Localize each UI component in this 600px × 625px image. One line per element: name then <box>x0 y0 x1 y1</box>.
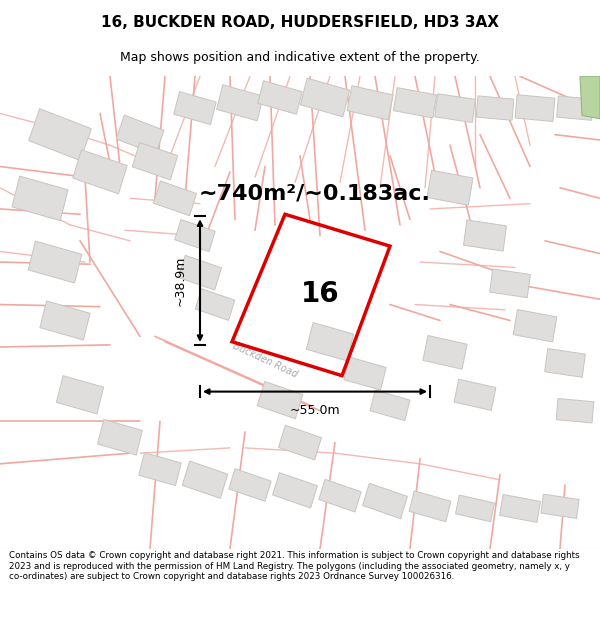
Polygon shape <box>182 461 228 498</box>
Text: Contains OS data © Crown copyright and database right 2021. This information is : Contains OS data © Crown copyright and d… <box>9 551 580 581</box>
Polygon shape <box>301 78 350 117</box>
Polygon shape <box>500 494 541 522</box>
Polygon shape <box>132 142 178 180</box>
Polygon shape <box>98 419 142 455</box>
Text: Buckden Road: Buckden Road <box>231 341 299 379</box>
Polygon shape <box>541 494 579 518</box>
Polygon shape <box>40 301 90 340</box>
Polygon shape <box>455 495 494 522</box>
Polygon shape <box>29 109 91 161</box>
Polygon shape <box>28 241 82 283</box>
Polygon shape <box>434 94 475 122</box>
Polygon shape <box>394 88 437 118</box>
Polygon shape <box>409 491 451 522</box>
Polygon shape <box>154 181 196 216</box>
Polygon shape <box>179 256 221 290</box>
Polygon shape <box>278 425 322 460</box>
Polygon shape <box>476 96 514 121</box>
Polygon shape <box>195 289 235 321</box>
Text: ~38.9m: ~38.9m <box>173 256 187 306</box>
Polygon shape <box>116 115 164 154</box>
Polygon shape <box>370 390 410 421</box>
Polygon shape <box>347 86 393 120</box>
Polygon shape <box>174 92 216 124</box>
Polygon shape <box>427 170 473 205</box>
Polygon shape <box>229 469 271 501</box>
Polygon shape <box>175 219 215 251</box>
Text: 16: 16 <box>301 280 340 308</box>
Polygon shape <box>12 176 68 221</box>
Polygon shape <box>258 81 302 114</box>
Text: ~740m²/~0.183ac.: ~740m²/~0.183ac. <box>199 183 431 203</box>
Polygon shape <box>515 95 555 121</box>
Polygon shape <box>73 150 127 194</box>
Polygon shape <box>257 381 303 419</box>
Polygon shape <box>272 472 317 508</box>
Polygon shape <box>545 349 586 378</box>
Text: ~55.0m: ~55.0m <box>290 404 340 418</box>
Polygon shape <box>217 85 263 121</box>
Text: 16, BUCKDEN ROAD, HUDDERSFIELD, HD3 3AX: 16, BUCKDEN ROAD, HUDDERSFIELD, HD3 3AX <box>101 16 499 31</box>
Polygon shape <box>513 309 557 342</box>
Polygon shape <box>557 96 593 120</box>
Polygon shape <box>580 76 600 119</box>
Polygon shape <box>454 379 496 411</box>
Polygon shape <box>56 376 104 414</box>
Polygon shape <box>307 322 353 361</box>
Polygon shape <box>362 483 407 519</box>
Text: Map shows position and indicative extent of the property.: Map shows position and indicative extent… <box>120 51 480 64</box>
Polygon shape <box>344 357 386 390</box>
Polygon shape <box>490 269 530 298</box>
Polygon shape <box>319 479 361 512</box>
Polygon shape <box>423 336 467 369</box>
Polygon shape <box>139 452 181 486</box>
Polygon shape <box>464 220 506 251</box>
Polygon shape <box>556 399 594 423</box>
